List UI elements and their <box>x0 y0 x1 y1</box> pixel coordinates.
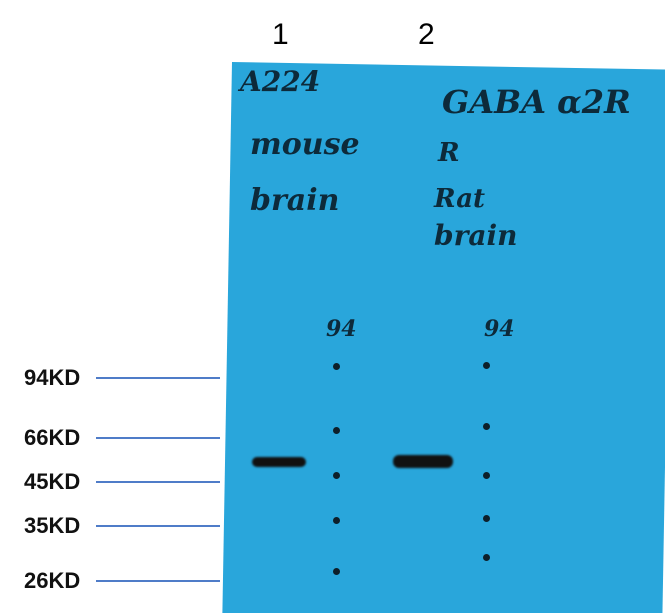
lane2-label-line4: brain <box>434 219 518 252</box>
marker-label-45: 45KD <box>24 469 81 494</box>
ladder-dot <box>333 363 340 370</box>
ladder-label-2: 94 <box>484 316 515 342</box>
ladder-dot <box>483 554 490 561</box>
lane-number-1: 1 <box>272 18 289 51</box>
marker-line-45 <box>96 481 220 483</box>
lane2-label-line1: GABA α2R <box>442 83 631 121</box>
ladder-dot <box>483 423 490 430</box>
ladder-dot <box>483 515 490 522</box>
ladder-dot <box>333 472 340 479</box>
lane2-label-line2: R <box>438 138 460 168</box>
marker-label-66: 66KD <box>24 425 81 450</box>
marker-line-66 <box>96 437 220 439</box>
marker-label-94: 94KD <box>24 365 81 390</box>
band-lane-1 <box>252 457 306 467</box>
lane1-label-line3: brain <box>250 183 340 218</box>
marker-line-26 <box>96 580 220 582</box>
lane1-label-line1: A224 <box>240 65 321 98</box>
ladder-dot <box>333 427 340 434</box>
lane-number-2: 2 <box>418 18 435 51</box>
ladder-dot <box>483 362 490 369</box>
band-lane-2 <box>393 455 453 468</box>
lane1-label-line2: mouse <box>250 127 360 162</box>
ladder-dot <box>333 568 340 575</box>
marker-line-94 <box>96 377 220 379</box>
marker-line-35 <box>96 525 220 527</box>
ladder-label-1: 94 <box>326 316 357 342</box>
ladder-dot <box>483 472 490 479</box>
marker-label-35: 35KD <box>24 513 81 538</box>
lane2-label-line3: Rat <box>434 184 486 214</box>
ladder-dot <box>333 517 340 524</box>
marker-label-26: 26KD <box>24 568 81 593</box>
